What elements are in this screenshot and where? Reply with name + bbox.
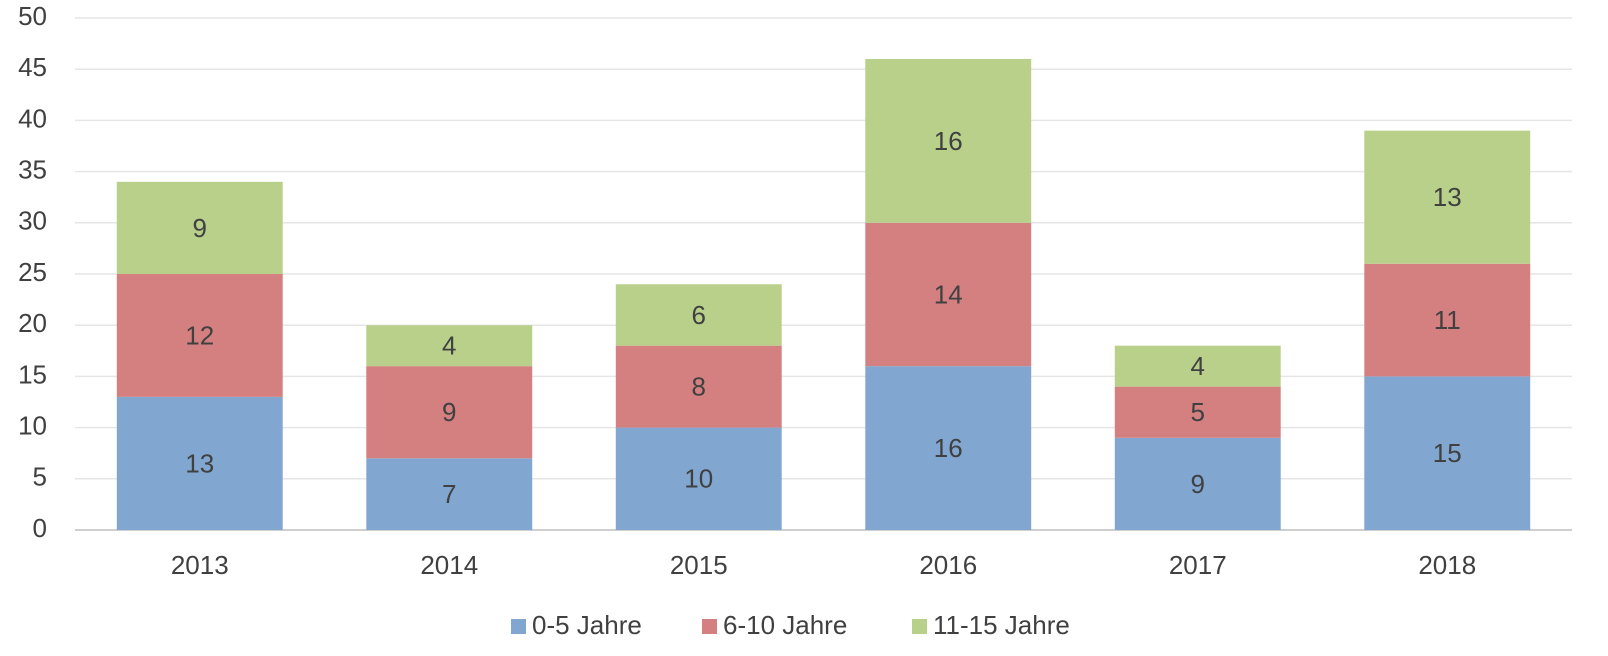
bar-segment [865, 222, 1032, 367]
bar-segment [1364, 263, 1531, 377]
data-label: 10 [684, 464, 713, 494]
data-label: 11 [1434, 305, 1461, 335]
y-tick-label: 40 [18, 103, 47, 133]
y-tick-label: 50 [18, 1, 47, 31]
y-tick-label: 35 [18, 154, 47, 184]
data-label: 9 [1191, 469, 1205, 499]
data-label: 4 [1191, 351, 1205, 381]
data-label: 9 [442, 397, 456, 427]
x-tick-label: 2014 [420, 550, 478, 580]
data-label: 16 [934, 433, 963, 463]
legend-swatch [912, 619, 927, 634]
data-label: 14 [934, 279, 963, 309]
x-tick-label: 2018 [1418, 550, 1476, 580]
bar-segment [865, 58, 1032, 223]
legend-label: 0-5 Jahre [532, 610, 642, 640]
bar-segment [1114, 437, 1281, 530]
data-label: 12 [185, 320, 214, 350]
data-label: 13 [1433, 182, 1462, 212]
data-label: 9 [193, 213, 207, 243]
y-tick-label: 45 [18, 52, 47, 82]
bar-segment [1114, 386, 1281, 438]
data-label: 7 [442, 479, 456, 509]
data-label: 5 [1191, 397, 1205, 427]
bar-segment [615, 427, 782, 530]
x-tick-label: 2017 [1169, 550, 1227, 580]
y-tick-label: 5 [33, 462, 47, 492]
data-label: 15 [1433, 438, 1462, 468]
bar-segment [615, 345, 782, 428]
bar-segment [116, 181, 283, 274]
legend-swatch [511, 619, 526, 634]
legend-label: 6-10 Jahre [723, 610, 847, 640]
x-tick-label: 2015 [670, 550, 728, 580]
y-tick-label: 0 [33, 513, 47, 543]
data-label: 8 [692, 372, 706, 402]
x-tick-label: 2013 [171, 550, 229, 580]
x-tick-label: 2016 [919, 550, 977, 580]
data-label: 13 [185, 448, 214, 478]
y-tick-label: 15 [18, 359, 47, 389]
bar-segment [366, 325, 533, 367]
y-tick-label: 20 [18, 308, 47, 338]
y-tick-label: 10 [18, 410, 47, 440]
bar-segment [366, 366, 533, 459]
y-tick-label: 30 [18, 206, 47, 236]
bar-segment [1364, 376, 1531, 530]
bar-segment [366, 458, 533, 530]
bar-segment [1364, 130, 1531, 264]
legend-swatch [702, 619, 717, 634]
bar-segment [865, 366, 1032, 530]
data-label: 4 [442, 331, 456, 361]
bar-segment [615, 284, 782, 346]
data-label: 6 [692, 300, 706, 330]
bar-segment [1114, 345, 1281, 387]
y-tick-label: 25 [18, 257, 47, 287]
bar-segment [116, 274, 283, 397]
data-label: 16 [934, 126, 963, 156]
bar-segment [116, 396, 283, 530]
legend-label: 11-15 Jahre [933, 610, 1070, 640]
